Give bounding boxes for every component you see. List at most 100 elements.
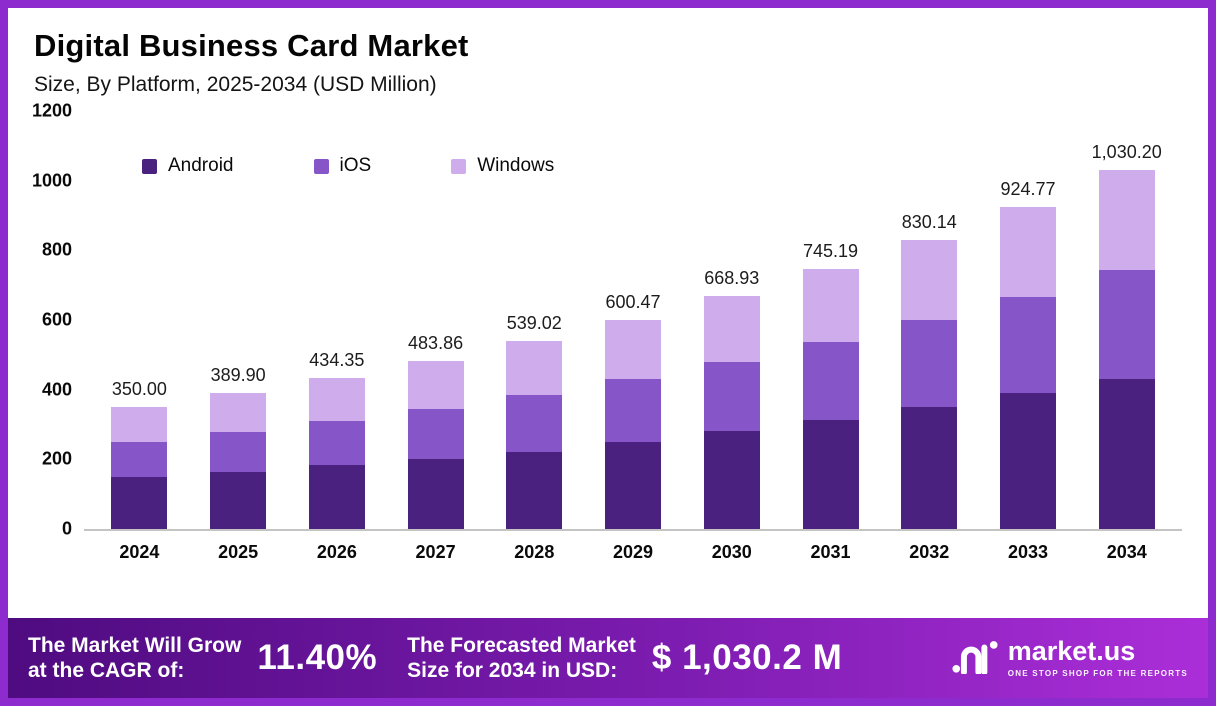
bar-segment-android: [605, 441, 662, 529]
x-axis-label: 2027: [415, 542, 456, 562]
forecast-label-line1: The Forecasted Market: [407, 633, 636, 657]
legend-swatch: [451, 158, 467, 174]
footer-banner: The Market Will Grow at the CAGR of: 11.…: [8, 618, 1208, 698]
bar-segment-android: [111, 476, 168, 529]
plot-column: Android iOS Windows 350.00 389.90 434.35 483.…: [84, 111, 1182, 563]
bar-segment-android: [308, 465, 365, 529]
cagr-label-line2: at the CAGR of:: [28, 659, 185, 682]
x-axis-label: 2032: [909, 542, 950, 562]
bar-segment-ios: [210, 432, 267, 472]
legend: Android iOS Windows: [142, 155, 554, 177]
y-tick-label: 0: [61, 518, 72, 539]
bar-segment-android: [506, 451, 563, 529]
forecast-label-line2: Size for 2034 in USD:: [407, 659, 618, 682]
bar-segment-windows: [901, 239, 958, 321]
bar-segment-android: [901, 407, 958, 529]
bar-segment-windows: [308, 377, 365, 422]
bar-total-label: 668.93: [704, 268, 760, 289]
bar-segment-windows: [999, 206, 1056, 298]
bar-segment-android: [210, 471, 267, 529]
bar-segment-ios: [901, 320, 958, 408]
bar-segment-ios: [506, 395, 563, 452]
cagr-label: The Market Will Grow at the CAGR of:: [28, 633, 241, 683]
bar-column-2032: 830.14: [880, 111, 979, 529]
bar-segment-windows: [1098, 170, 1155, 270]
x-axis-labels: 2024 2025 2026 2027 2028 2029 2030 2031 2032 2033…: [84, 542, 1182, 563]
bar-total-label: 483.86: [408, 332, 464, 353]
legend-swatch: [313, 158, 329, 174]
bar-column-2028: 539.02: [485, 111, 584, 529]
bar-total-label: 389.90: [210, 365, 266, 386]
chart-title: Digital Business Card Market: [34, 28, 469, 63]
bar-total-label: 434.35: [309, 349, 365, 370]
brand-text: market.us ONE STOP SHOP FOR THE REPORTS: [1007, 636, 1188, 679]
bar-segment-windows: [407, 360, 464, 410]
bar-column-2027: 483.86: [386, 111, 485, 529]
cagr-label-line1: The Market Will Grow: [28, 633, 242, 657]
bar-total-label: 539.02: [506, 313, 562, 334]
legend-label: iOS: [339, 155, 372, 176]
bar-segment-android: [407, 459, 464, 529]
bar-segment-windows: [111, 407, 168, 442]
bar-column-2025: 389.90: [189, 111, 288, 529]
bar-segment-ios: [802, 342, 859, 420]
y-tick-label: 800: [41, 239, 72, 260]
bar-column-2031: 745.19: [781, 111, 880, 529]
market-us-logo-icon: [952, 638, 998, 679]
bar-segment-windows: [506, 341, 563, 396]
x-axis-label: 2033: [1007, 542, 1048, 562]
y-tick-label: 400: [41, 379, 72, 400]
legend-item-windows: Windows: [451, 155, 554, 177]
bar-segment-android: [802, 419, 859, 529]
bar-segment-windows: [605, 319, 662, 380]
cagr-value: 11.40%: [257, 638, 378, 677]
x-axis-label: 2028: [514, 542, 555, 562]
x-axis-label: 2024: [119, 542, 160, 562]
plot-area: Android iOS Windows 350.00 389.90 434.35 483.…: [84, 111, 1182, 531]
bar-total-label: 600.47: [605, 291, 661, 312]
legend-item-android: Android: [142, 155, 234, 177]
bar-segment-ios: [999, 297, 1056, 394]
bar-segment-ios: [703, 361, 760, 432]
x-axis-label: 2031: [810, 542, 851, 562]
legend-label: Android: [168, 155, 234, 176]
bar-segment-windows: [703, 296, 760, 362]
bar-segment-ios: [1098, 269, 1155, 379]
bar-total-label: 830.14: [901, 211, 957, 232]
bar-column-2030: 668.93: [682, 111, 781, 529]
brand-tagline: ONE STOP SHOP FOR THE REPORTS: [1007, 669, 1188, 678]
bar-segment-windows: [210, 393, 267, 433]
bar-segment-ios: [605, 379, 662, 442]
bar-segment-windows: [802, 269, 859, 343]
legend-swatch: [142, 158, 157, 174]
market-us-logo: market.us ONE STOP SHOP FOR THE REPORTS: [952, 638, 1188, 679]
x-axis-label: 2026: [316, 542, 357, 562]
y-tick-label: 600: [41, 309, 72, 330]
bar-segment-ios: [308, 421, 365, 466]
bar-total-label: 1,030.20: [1091, 142, 1162, 163]
x-axis-label: 2030: [711, 542, 752, 562]
forecast-value: $ 1,030.2 M: [651, 638, 843, 677]
x-axis-label: 2034: [1106, 542, 1147, 562]
x-axis-label: 2025: [218, 542, 259, 562]
legend-item-ios: iOS: [313, 155, 372, 177]
bar-segment-android: [703, 431, 760, 529]
brand-name: market.us: [1007, 636, 1136, 666]
bar-segment-android: [999, 393, 1056, 529]
bar-column-2024: 350.00: [90, 111, 189, 529]
y-tick-label: 200: [41, 448, 72, 469]
legend-label: Windows: [477, 155, 555, 176]
bar-total-label: 924.77: [1000, 178, 1056, 199]
bar-column-2026: 434.35: [287, 111, 386, 529]
bar-total-label: 745.19: [802, 241, 859, 262]
bar-total-label: 350.00: [111, 379, 167, 400]
y-tick-label: 1200: [31, 100, 72, 121]
bar-column-2033: 924.77: [979, 111, 1078, 529]
bar-segment-ios: [407, 409, 464, 459]
bar-column-2034: 1,030.20: [1077, 111, 1176, 529]
y-tick-label: 1000: [31, 170, 72, 191]
bar-segment-ios: [111, 441, 168, 477]
x-axis-label: 2029: [613, 542, 654, 562]
chart-area: 0 200 400 600 800 1000 1200 Android iOS Windows …: [22, 101, 1182, 563]
